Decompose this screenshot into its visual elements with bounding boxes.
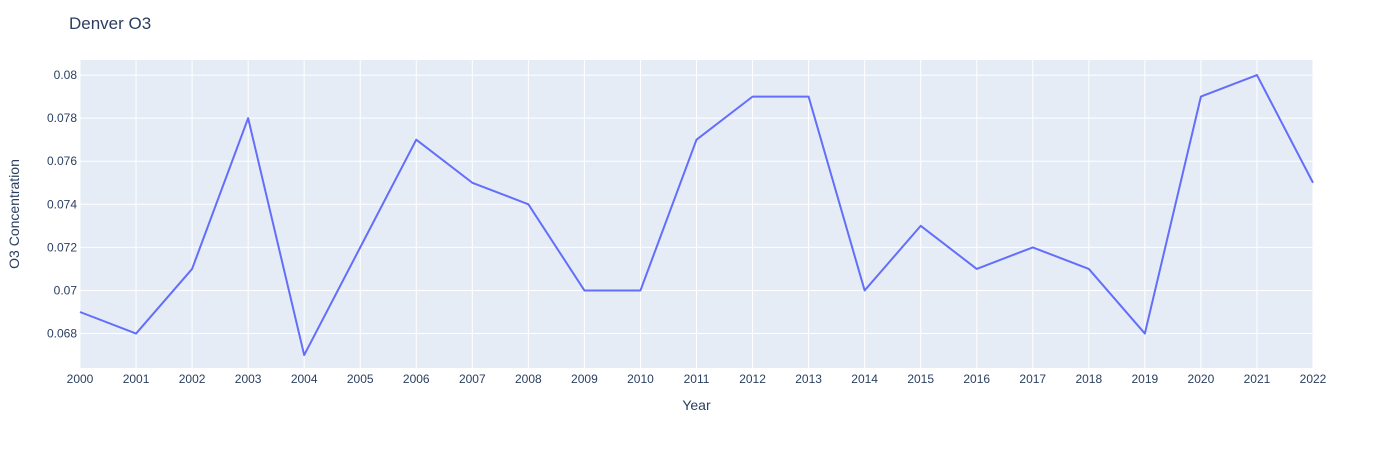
y-tick-label: 0.068	[47, 327, 77, 341]
y-tick-label: 0.076	[47, 154, 77, 168]
x-tick-label: 2021	[1244, 372, 1271, 386]
y-tick-labels: 0.068 0.07 0.072 0.074 0.076 0.078 0.08	[47, 68, 77, 340]
x-tick-label: 2010	[627, 372, 654, 386]
x-tick-labels: 2000 2001 2002 2003 2004 2005 2006 2007 2008 2009…	[67, 372, 1327, 386]
x-tick-label: 2009	[571, 372, 598, 386]
x-tick-label: 2018	[1075, 372, 1102, 386]
y-tick-label: 0.072	[47, 240, 77, 254]
x-tick-label: 2006	[403, 372, 430, 386]
x-axis-title: Year	[682, 397, 711, 413]
y-tick-label: 0.078	[47, 111, 77, 125]
x-gridlines	[79, 60, 1314, 368]
x-tick-label: 2005	[347, 372, 374, 386]
y-axis-title: O3 Concentration	[6, 159, 22, 269]
x-tick-label: 2001	[123, 372, 150, 386]
x-tick-label: 2011	[684, 372, 710, 386]
x-tick-label: 2004	[291, 372, 318, 386]
x-tick-label: 2002	[179, 372, 206, 386]
y-tick-label: 0.08	[54, 68, 78, 82]
x-tick-label: 2019	[1132, 372, 1159, 386]
x-tick-label: 2000	[67, 372, 94, 386]
x-tick-label: 2020	[1188, 372, 1215, 386]
x-tick-label: 2013	[795, 372, 822, 386]
x-tick-label: 2015	[907, 372, 934, 386]
x-tick-label: 2012	[739, 372, 766, 386]
chart-title: Denver O3	[69, 14, 151, 33]
x-tick-label: 2022	[1300, 372, 1327, 386]
series-line	[79, 74, 1314, 357]
y-tick-label: 0.07	[54, 283, 78, 297]
x-tick-label: 2003	[235, 372, 262, 386]
y-tick-label: 0.074	[47, 197, 77, 211]
y-gridlines	[80, 74, 1313, 335]
x-tick-label: 2008	[515, 372, 542, 386]
x-tick-label: 2014	[851, 372, 878, 386]
x-tick-label: 2016	[963, 372, 990, 386]
x-tick-label: 2017	[1019, 372, 1046, 386]
x-tick-label: 2007	[459, 372, 486, 386]
